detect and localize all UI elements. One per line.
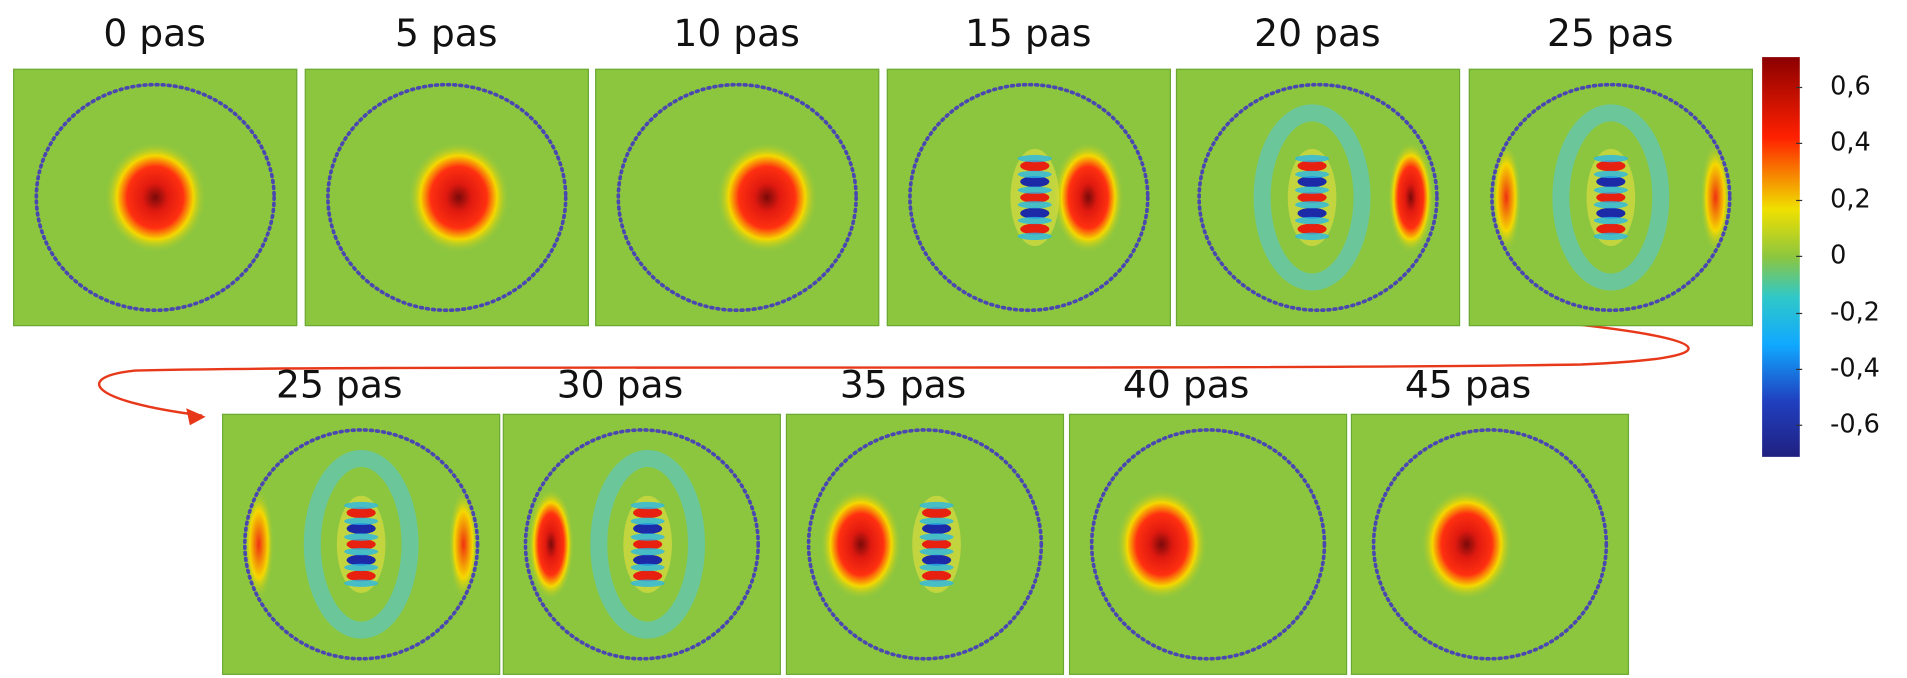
snapshot-label: 15 pas [965, 11, 1091, 55]
blob [1700, 142, 1731, 254]
colorbar-tick-label: 0,4 [1830, 127, 1871, 157]
snapshot [596, 69, 879, 325]
stripe [920, 518, 954, 525]
snapshot [1351, 414, 1628, 674]
stripe [1594, 155, 1628, 162]
snapshot [1469, 69, 1752, 325]
blob [820, 488, 902, 600]
blob [104, 142, 206, 254]
blob [716, 142, 818, 254]
stripe [1018, 171, 1052, 178]
stripe [631, 548, 665, 555]
stripe [344, 580, 378, 587]
blob [1421, 488, 1513, 600]
stripe [1295, 217, 1329, 224]
colorbar-tick-label: 0,2 [1830, 184, 1871, 214]
figure: 0 pas 5 pas 10 pas 15 pas 20 pas 25 pas 25 pas… [0, 0, 1907, 678]
stripe [920, 580, 954, 587]
blob [408, 142, 510, 254]
snapshot [305, 69, 588, 325]
stripe [1295, 187, 1329, 194]
colorbar [1762, 57, 1800, 457]
stripe [631, 502, 665, 509]
arrow-head [186, 408, 205, 425]
snapshot-label: 30 pas [557, 362, 683, 406]
snapshot-label: 5 pas [395, 11, 498, 55]
snapshot [223, 414, 500, 674]
colorbar-tick-label: -0,6 [1830, 409, 1880, 439]
stripe [920, 533, 954, 540]
snapshot [503, 414, 780, 674]
stripe [1594, 217, 1628, 224]
snapshot-label: 35 pas [840, 362, 966, 406]
blob [1491, 142, 1522, 254]
blob [1388, 142, 1434, 254]
stripe [631, 518, 665, 525]
snapshot-label: 25 pas [1547, 11, 1673, 55]
snapshot-label: 20 pas [1254, 11, 1380, 55]
stripe [344, 548, 378, 555]
stripe [920, 502, 954, 509]
stripe [1594, 171, 1628, 178]
colorbar-tick-label: -0,2 [1830, 297, 1880, 327]
snapshot [786, 414, 1063, 674]
stripe [1018, 201, 1052, 208]
snapshot-label: 25 pas [276, 362, 402, 406]
stripe [344, 502, 378, 509]
stripe [1295, 201, 1329, 208]
stripe [1018, 155, 1052, 162]
stripe [344, 564, 378, 571]
stripe [1594, 233, 1628, 240]
stripe [1018, 187, 1052, 194]
blob [243, 488, 274, 600]
stripe [1295, 155, 1329, 162]
snapshot-label: 45 pas [1405, 362, 1531, 406]
stripe [1018, 233, 1052, 240]
snapshot [14, 69, 297, 325]
stripe [1295, 171, 1329, 178]
stripe [1594, 201, 1628, 208]
snapshot [1070, 414, 1347, 674]
stripe [1295, 233, 1329, 240]
snapshot [887, 69, 1170, 325]
colorbar-tick-label: 0 [1830, 240, 1846, 270]
blob [1116, 488, 1208, 600]
snapshot-label: 0 pas [103, 11, 206, 55]
stripe [631, 533, 665, 540]
stripe [631, 580, 665, 587]
stripe [1594, 187, 1628, 194]
colorbar-tick-label: 0,6 [1830, 71, 1871, 101]
colorbar-tick-label: -0,4 [1830, 353, 1880, 383]
blob [448, 488, 479, 600]
stripe [631, 564, 665, 571]
stripe [1018, 217, 1052, 224]
stripe [344, 518, 378, 525]
stripe [920, 548, 954, 555]
stripe [344, 533, 378, 540]
snapshot [1176, 69, 1459, 325]
snapshot-label: 10 pas [673, 11, 799, 55]
blob [528, 488, 574, 600]
panel-bg [1070, 414, 1347, 674]
stripe [920, 564, 954, 571]
snapshot-label: 40 pas [1123, 362, 1249, 406]
blob [1053, 142, 1124, 254]
